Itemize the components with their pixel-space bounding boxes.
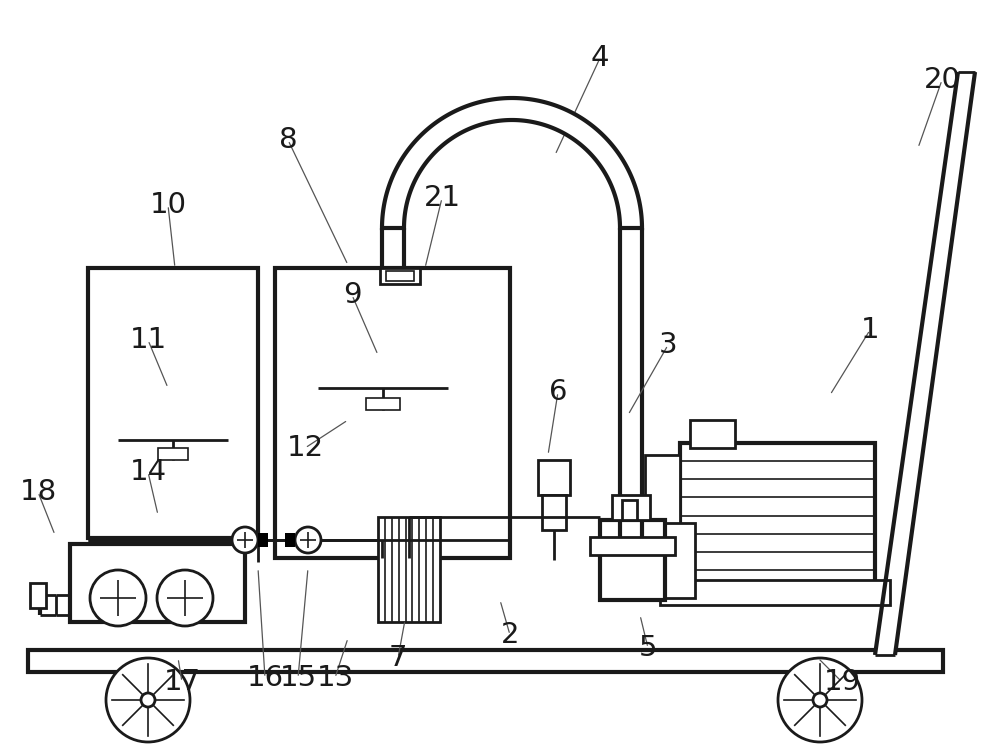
Bar: [590, 537, 675, 555]
Bar: [70, 544, 245, 622]
Bar: [690, 420, 735, 448]
Circle shape: [141, 693, 155, 707]
Circle shape: [106, 658, 190, 742]
Bar: [285, 533, 295, 547]
Bar: [158, 448, 188, 460]
Text: 6: 6: [549, 378, 567, 406]
Bar: [378, 517, 440, 622]
Text: 10: 10: [150, 191, 186, 219]
Bar: [612, 495, 650, 520]
Bar: [30, 583, 46, 608]
Bar: [680, 443, 875, 588]
Bar: [660, 580, 890, 605]
Text: 15: 15: [279, 664, 317, 692]
Text: 20: 20: [924, 66, 960, 94]
Bar: [366, 398, 400, 410]
Text: 18: 18: [19, 478, 57, 506]
Text: 1: 1: [861, 316, 879, 344]
Text: 2: 2: [501, 621, 519, 649]
Text: 19: 19: [823, 668, 861, 696]
Polygon shape: [382, 98, 642, 228]
Bar: [645, 455, 680, 575]
Text: 11: 11: [129, 326, 167, 354]
Bar: [258, 533, 268, 547]
Bar: [542, 495, 566, 530]
Circle shape: [813, 693, 827, 707]
Bar: [622, 500, 637, 520]
Bar: [665, 523, 695, 598]
Text: 4: 4: [591, 44, 609, 72]
Text: 14: 14: [129, 458, 167, 486]
Text: 13: 13: [316, 664, 354, 692]
Circle shape: [157, 570, 213, 626]
Text: 8: 8: [279, 126, 297, 154]
Circle shape: [778, 658, 862, 742]
Text: 5: 5: [639, 634, 657, 662]
Bar: [88, 268, 258, 538]
Text: 16: 16: [246, 664, 284, 692]
Text: 12: 12: [286, 434, 324, 462]
Text: 21: 21: [423, 184, 461, 212]
Bar: [538, 460, 570, 495]
Circle shape: [295, 527, 321, 553]
Text: 3: 3: [659, 331, 677, 359]
Bar: [28, 650, 943, 672]
Bar: [380, 268, 420, 284]
Bar: [275, 268, 510, 558]
Bar: [386, 271, 414, 281]
Circle shape: [90, 570, 146, 626]
Text: 7: 7: [389, 644, 407, 672]
Bar: [600, 520, 665, 600]
Text: 9: 9: [343, 281, 361, 309]
Circle shape: [232, 527, 258, 553]
Text: 17: 17: [163, 668, 201, 696]
Polygon shape: [875, 72, 975, 655]
